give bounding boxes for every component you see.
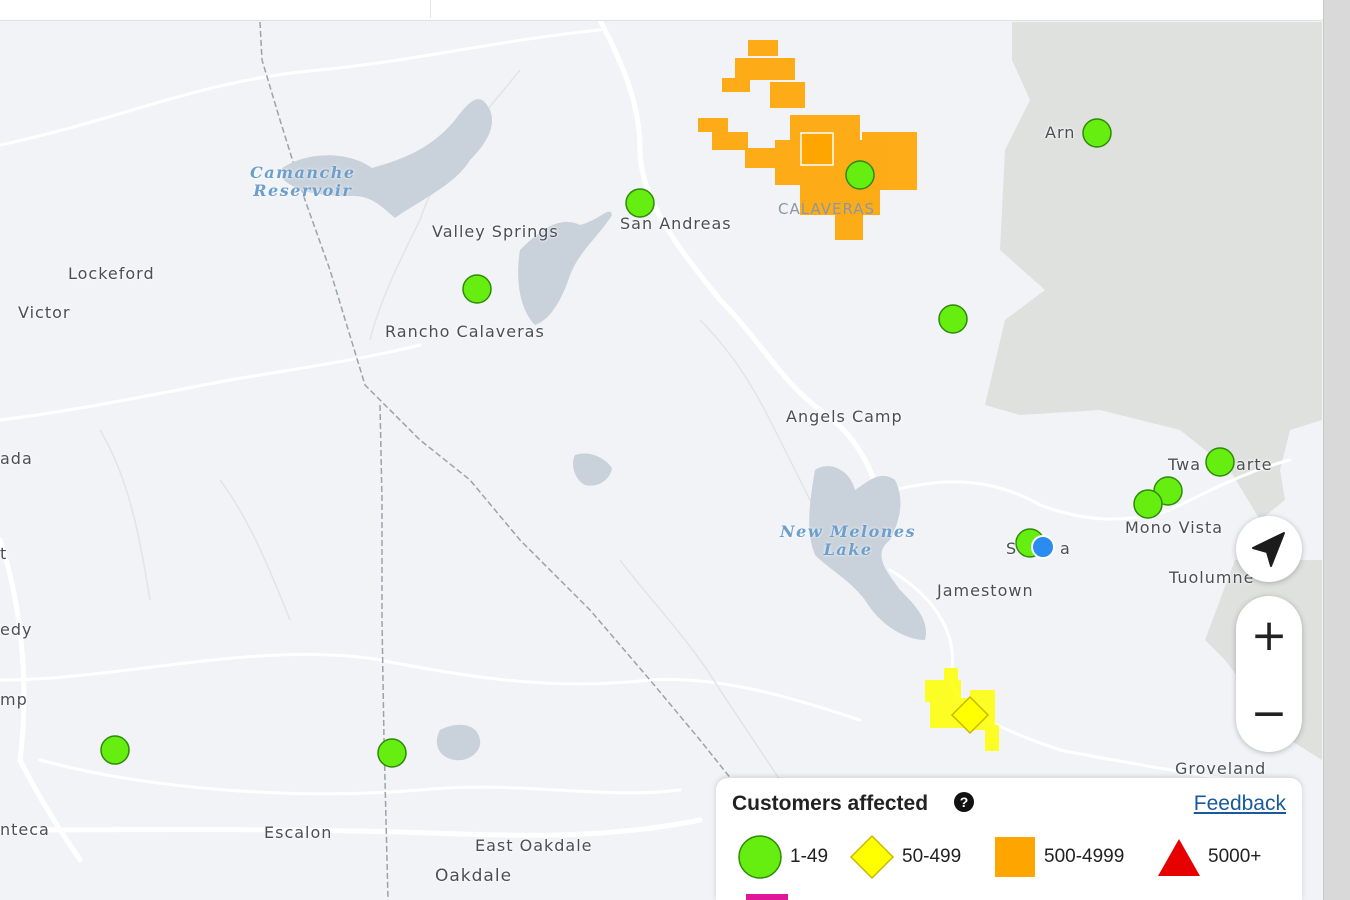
- place-label: arte: [1236, 455, 1273, 474]
- new-melones-lake: [809, 466, 926, 640]
- place-label: t: [0, 544, 8, 563]
- outage-marker-yellow: [950, 695, 990, 735]
- place-label: Oakdale: [435, 866, 513, 886]
- zoom-out-button[interactable]: −: [1250, 687, 1288, 739]
- place-label: San Andreas: [620, 214, 732, 233]
- place-label: East Oakdale: [475, 836, 593, 855]
- outage-marker-orange: [800, 132, 834, 166]
- place-label: edy: [0, 620, 33, 639]
- place-label: Groveland: [1175, 759, 1267, 778]
- place-label: Rancho Calaveras: [385, 322, 545, 341]
- legend-panel: Customers affected ? Feedback 1-49 50-49…: [716, 778, 1302, 900]
- locate-me-button[interactable]: [1236, 516, 1302, 582]
- county-label: CALAVERAS: [778, 200, 876, 218]
- new-hogan-lake: [518, 211, 612, 325]
- legend-title: Customers affected: [732, 792, 929, 815]
- place-label: Victor: [18, 303, 71, 322]
- place-label: Valley Springs: [432, 222, 559, 241]
- place-label: mp: [0, 690, 28, 709]
- help-icon[interactable]: ?: [954, 792, 974, 812]
- legend-item-500-4999: 500-4999: [992, 834, 1124, 880]
- place-label: S: [1006, 539, 1018, 558]
- place-label: Lockeford: [68, 264, 155, 283]
- zoom-control: + −: [1236, 596, 1302, 752]
- small-lake: [436, 724, 481, 761]
- place-label: Arn: [1045, 123, 1076, 142]
- small-lake: [573, 453, 612, 486]
- legend-next-row-swatch: [746, 894, 788, 900]
- page-scrollbar[interactable]: [1323, 0, 1350, 900]
- place-label: Mono Vista: [1125, 518, 1224, 537]
- feedback-link[interactable]: Feedback: [1193, 792, 1286, 815]
- red-triangle-icon: [1158, 839, 1200, 876]
- user-location-icon: [1031, 535, 1055, 559]
- navigation-arrow-icon: [1252, 532, 1285, 567]
- legend-label: 50-499: [902, 846, 962, 867]
- place-label: Escalon: [264, 823, 333, 842]
- water-label-new-melones: New Melones Lake: [780, 522, 917, 559]
- place-label: nteca: [0, 820, 50, 839]
- yellow-diamond-icon: [849, 834, 895, 880]
- zoom-in-button[interactable]: +: [1250, 609, 1288, 661]
- place-label: Tuolumne: [1169, 568, 1255, 587]
- place-label: ada: [0, 449, 33, 468]
- legend-item-1-49: 1-49: [736, 834, 828, 880]
- legend-label: 1-49: [790, 846, 829, 867]
- outage-marker-green: [100, 118, 1235, 768]
- orange-square-icon: [995, 837, 1035, 877]
- shaded-land: [985, 22, 1322, 520]
- green-circle-icon: [738, 835, 782, 879]
- top-bar: [0, 0, 1323, 21]
- legend-label: 500-4999: [1044, 846, 1125, 867]
- place-label: a: [1060, 539, 1071, 558]
- place-label: Jamestown: [937, 581, 1034, 600]
- legend-item-50-499: 50-499: [848, 834, 961, 880]
- legend-item-5000-plus: 5000+: [1156, 834, 1261, 880]
- place-label: Angels Camp: [786, 407, 903, 426]
- camanche-reservoir: [282, 99, 492, 218]
- legend-label: 5000+: [1208, 846, 1262, 867]
- water-label-camanche: Camanche Reservoir: [250, 163, 356, 200]
- place-label: Twa: [1168, 455, 1202, 474]
